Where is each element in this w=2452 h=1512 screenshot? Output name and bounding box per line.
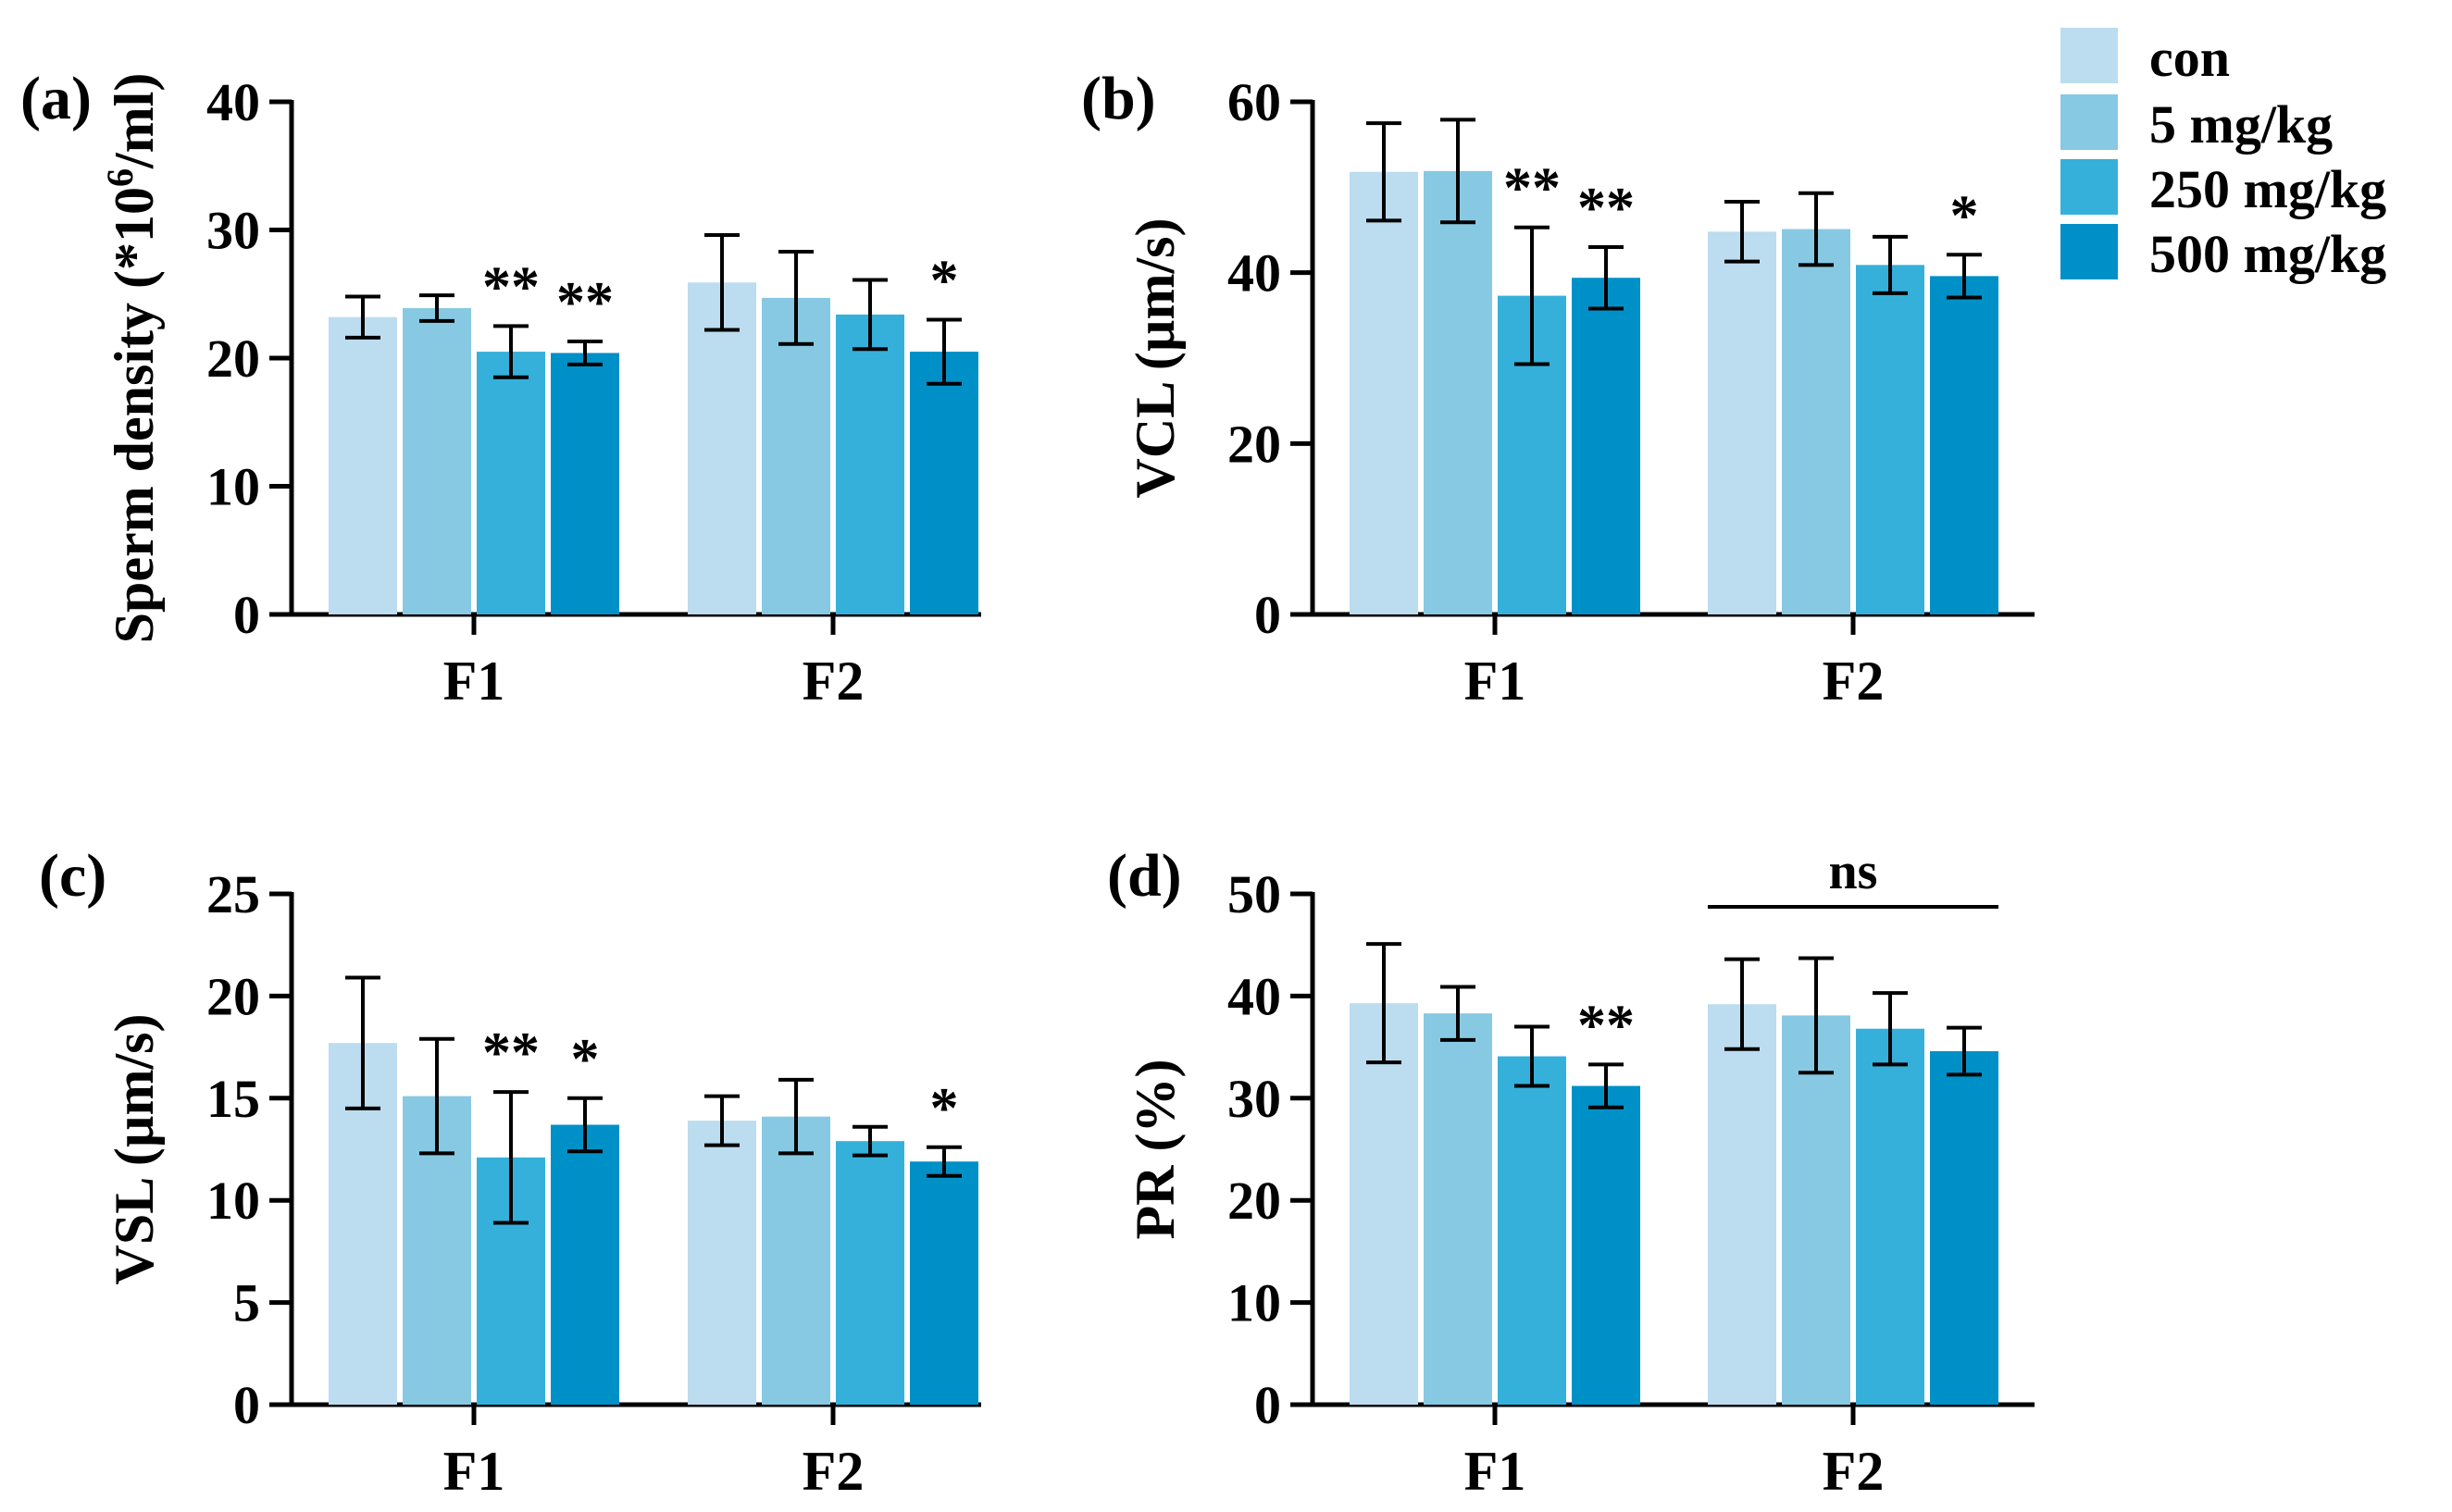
significance-label: ** <box>1503 157 1561 220</box>
bar <box>1782 229 1850 614</box>
legend-label-500: 500 mg/kg <box>2149 224 2386 284</box>
y-tick-label: 0 <box>233 1375 260 1435</box>
x-tick-label: F1 <box>443 1441 505 1502</box>
significance-label: * <box>930 1077 959 1140</box>
bar <box>1498 1056 1566 1405</box>
y-tick-label: 10 <box>206 1171 260 1231</box>
x-tick-label: F2 <box>803 1441 865 1502</box>
bar <box>403 307 471 614</box>
bar <box>1572 1085 1640 1405</box>
y-tick-label: 10 <box>1227 1273 1281 1333</box>
x-tick-label: F2 <box>1823 651 1885 712</box>
x-tick-label: F1 <box>1464 651 1526 712</box>
y-tick-label: 10 <box>206 457 260 517</box>
y-axis-label: VCL (µm/s) <box>1125 218 1186 499</box>
y-tick-label: 60 <box>1227 72 1281 132</box>
bar <box>477 352 545 614</box>
legend-swatch-5 <box>2060 94 2118 150</box>
significance-label: ** <box>1577 177 1635 240</box>
legend-label-con: con <box>2149 28 2230 88</box>
y-tick-label: 20 <box>1227 1171 1281 1231</box>
bar <box>1350 171 1418 615</box>
ns-label: ns <box>1829 843 1878 900</box>
bar <box>1782 1015 1850 1405</box>
legend-swatch-250 <box>2060 159 2118 215</box>
bar <box>1350 1003 1418 1405</box>
bar <box>1708 231 1776 614</box>
legend: con 5 mg/kg 250 mg/kg 500 mg/kg <box>2060 28 2386 284</box>
y-axis-label: Sperm density (*106/ml) <box>99 73 165 644</box>
bar <box>1424 170 1492 615</box>
x-tick-label: F1 <box>1464 1441 1526 1502</box>
y-tick-label: 25 <box>206 864 260 924</box>
bar <box>329 316 397 614</box>
y-tick-label: 20 <box>1227 414 1281 474</box>
significance-label: ** <box>556 271 614 334</box>
bar <box>762 1116 830 1405</box>
bar <box>551 1124 619 1405</box>
panel-label: (a) <box>20 65 92 132</box>
chart-panel-4: (d) PR (%) 0 10 20 30 40 50 F1 ** F2 ns <box>1107 842 2035 1502</box>
y-tick-label: 0 <box>233 585 260 645</box>
y-tick-label: 40 <box>1227 966 1281 1026</box>
significance-label: ** <box>1577 994 1635 1057</box>
bar <box>836 314 904 614</box>
significance-label: ** <box>482 1022 540 1084</box>
bar <box>836 1141 904 1405</box>
y-tick-label: 30 <box>1227 1069 1281 1129</box>
bar <box>1930 276 1998 614</box>
y-tick-label: 40 <box>1227 243 1281 304</box>
x-tick-label: F2 <box>803 651 865 712</box>
significance-label: * <box>571 1028 600 1091</box>
bar <box>1856 1028 1924 1405</box>
chart-panel-2: (b) VCL (µm/s) 0 20 40 60 F1 ** ** F2 * <box>1081 65 2035 712</box>
bar <box>551 353 619 614</box>
panel-label: (b) <box>1081 65 1156 132</box>
y-tick-label: 20 <box>206 966 260 1026</box>
legend-label-5: 5 mg/kg <box>2149 94 2333 155</box>
bar <box>1930 1051 1998 1405</box>
y-axis-label: PR (%) <box>1125 1060 1186 1240</box>
y-tick-label: 0 <box>1254 585 1281 645</box>
panel-label: (c) <box>39 842 106 910</box>
bar <box>688 1121 756 1405</box>
legend-swatch-500 <box>2060 224 2118 279</box>
bar <box>910 352 978 614</box>
y-tick-label: 5 <box>233 1273 260 1333</box>
x-tick-label: F1 <box>443 651 505 712</box>
bar <box>688 282 756 614</box>
y-tick-label: 15 <box>206 1069 260 1129</box>
y-tick-label: 50 <box>1227 864 1281 924</box>
y-axis-label: VSL (µm/s) <box>104 1014 165 1285</box>
x-tick-label: F2 <box>1823 1441 1885 1502</box>
bar <box>910 1161 978 1405</box>
legend-label-250: 250 mg/kg <box>2149 159 2386 219</box>
y-tick-label: 40 <box>206 72 260 132</box>
panel-label: (d) <box>1107 842 1182 910</box>
y-tick-label: 30 <box>206 201 260 261</box>
significance-label: * <box>1950 184 1979 247</box>
bar <box>1856 265 1924 614</box>
y-tick-label: 0 <box>1254 1375 1281 1435</box>
bar <box>762 297 830 614</box>
bar <box>1708 1004 1776 1405</box>
significance-label: * <box>930 249 959 312</box>
y-tick-label: 20 <box>206 328 260 389</box>
legend-swatch-con <box>2060 28 2118 83</box>
significance-label: ** <box>482 255 540 318</box>
bar <box>1424 1013 1492 1405</box>
bar <box>1572 278 1640 614</box>
